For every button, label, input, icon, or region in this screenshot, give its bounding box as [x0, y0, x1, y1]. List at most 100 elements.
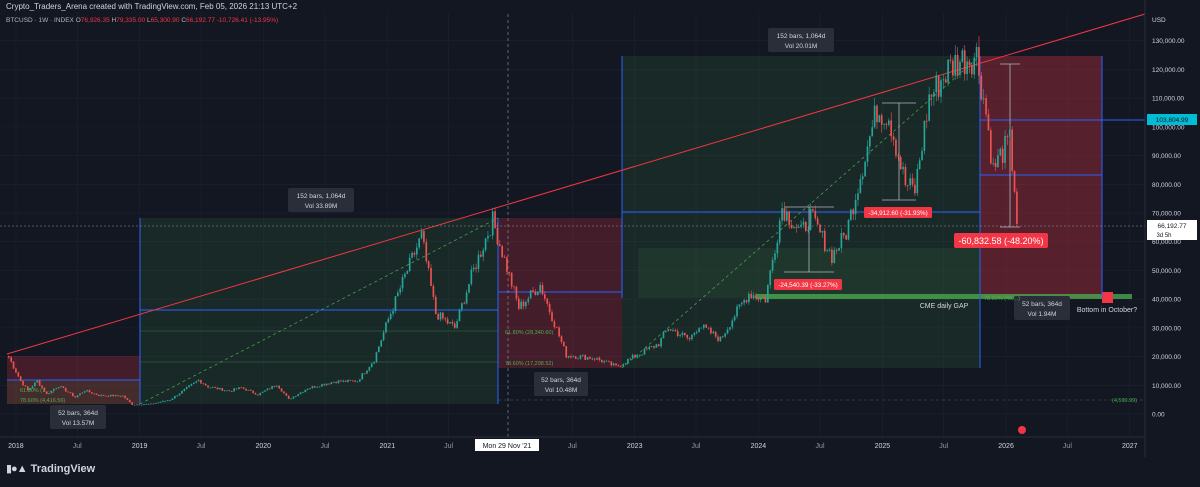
symbol-label[interactable]: BTCUSD · 1W · INDEX — [6, 17, 74, 24]
candle-body — [980, 75, 983, 100]
y-tick-label: 90,000.00 — [1152, 153, 1181, 160]
candle-body — [411, 252, 413, 258]
candle-body — [807, 229, 810, 231]
high-label: H — [111, 17, 117, 24]
annotations-layer: 52 bars, 364d Vol 13.57M 152 bars, 1,064… — [20, 28, 1137, 434]
candle-body — [906, 185, 909, 187]
candle-body — [534, 291, 537, 296]
stats-2023-line1: 152 bars, 1,064d — [777, 33, 826, 40]
candle-body — [100, 394, 103, 397]
candle-body — [83, 391, 86, 393]
fib-2018-label1: 61.80% (7,... ) — [20, 388, 55, 394]
candle-body — [268, 388, 271, 390]
candle-body — [337, 380, 340, 384]
candle-body — [584, 354, 587, 360]
candle-body — [693, 333, 696, 335]
event-icon[interactable] — [1018, 426, 1026, 434]
tradingview-logo[interactable]: ▮●▲ TradingView — [6, 462, 95, 475]
x-tick-label: 2023 — [627, 443, 643, 450]
candle-body — [838, 248, 840, 251]
current-countdown-text: 3d 5h — [1156, 233, 1171, 239]
candle-body — [667, 329, 670, 331]
brand-label: TradingView — [30, 463, 96, 475]
candle-body — [185, 387, 188, 390]
price-axis[interactable]: USD 130,000.00 120,000.00 110,000.00 100,00… — [1144, 0, 1200, 457]
candle-body — [914, 184, 916, 194]
x-tick-label: 2024 — [751, 443, 767, 450]
candle-body — [458, 309, 461, 322]
stats-2019-line2: Vol 33.89M — [305, 203, 338, 210]
candle-body — [963, 50, 966, 75]
candle-body — [800, 224, 802, 227]
candle-body — [98, 394, 100, 397]
candle-body — [313, 386, 316, 388]
candle-body — [150, 403, 152, 405]
candle-body — [278, 385, 281, 389]
candle-body — [892, 136, 895, 140]
candle-body — [570, 355, 572, 358]
footer-bar — [0, 457, 1200, 482]
candle-body — [468, 284, 470, 293]
candle-body — [152, 403, 155, 405]
y-tick-label: 110,000.00 — [1152, 96, 1184, 103]
candle-body — [382, 332, 385, 341]
candle-body — [887, 120, 890, 125]
candle-body — [249, 389, 252, 391]
candle-body — [76, 395, 79, 398]
candle-body — [631, 354, 634, 359]
candle-body — [423, 230, 425, 243]
candle-body — [563, 341, 565, 347]
candle-body — [34, 382, 36, 387]
candle-body — [861, 176, 864, 180]
candle-body — [385, 322, 387, 333]
x-tick-label: Jul — [320, 443, 329, 450]
candle-body — [586, 357, 589, 360]
candle-body — [733, 316, 736, 321]
stats-2018-line2: Vol 13.57M — [62, 420, 95, 427]
candle-body — [769, 270, 772, 285]
candle-body — [354, 380, 356, 382]
candle-body — [133, 404, 136, 406]
candle-body — [885, 123, 888, 125]
candle-body — [684, 332, 686, 335]
candle-body — [574, 356, 577, 359]
candle-body — [788, 211, 791, 225]
x-tick-label: Jul — [73, 443, 82, 450]
zones-layer — [7, 56, 1132, 404]
candle-body — [634, 354, 636, 358]
candle-body — [15, 368, 17, 373]
drop-2025-box: -34,912.60 (-31.93%) — [864, 207, 932, 218]
candle-body — [351, 380, 354, 382]
candle-body — [1013, 170, 1016, 192]
candle-body — [669, 329, 672, 331]
candle-body — [119, 395, 122, 397]
candle-body — [226, 390, 228, 392]
candle-body — [202, 383, 205, 385]
candle-body — [933, 92, 935, 97]
candle-body — [790, 224, 793, 229]
candle-body — [292, 396, 295, 399]
candle-body — [166, 400, 169, 402]
candle-body — [850, 209, 852, 220]
x-tick-label: 2020 — [256, 443, 272, 450]
time-axis[interactable]: 2018 Jul 2019 Jul 2020 Jul 2021 Jul Jul 2023 Jul 20… — [0, 436, 1145, 451]
candle-body — [743, 300, 745, 303]
candle-body — [643, 348, 646, 355]
candle-body — [482, 250, 485, 257]
candle-body — [396, 292, 399, 297]
candle-body — [323, 384, 326, 386]
candle-body — [283, 391, 285, 394]
candle-body — [971, 64, 973, 75]
candle-body — [183, 389, 186, 391]
candle-body — [636, 355, 639, 358]
candle-body — [107, 395, 110, 397]
candle-body — [925, 120, 928, 122]
candle-body — [235, 388, 238, 390]
candle-body — [461, 303, 463, 310]
candle-body — [793, 227, 795, 229]
y-ticks: 130,000.00 120,000.00 110,000.00 100,000.00… — [1152, 38, 1185, 418]
candle-body — [691, 334, 693, 340]
candle-body — [736, 306, 738, 317]
